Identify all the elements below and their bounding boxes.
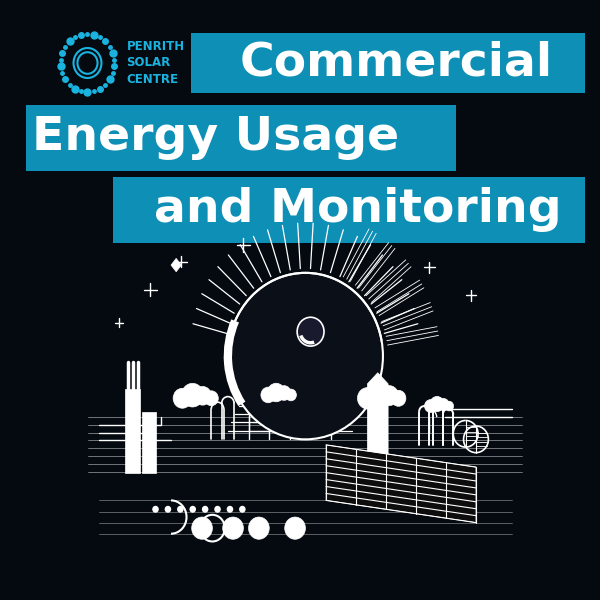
Circle shape [190,506,196,512]
FancyBboxPatch shape [26,105,456,171]
Circle shape [153,506,158,512]
Polygon shape [125,389,140,473]
Circle shape [240,506,245,512]
FancyBboxPatch shape [191,33,585,93]
Circle shape [203,506,208,512]
Circle shape [430,397,444,412]
Circle shape [428,400,439,410]
Circle shape [367,382,390,407]
Text: SOLAR: SOLAR [127,56,171,70]
Text: Commercial: Commercial [239,40,552,85]
Circle shape [228,273,383,439]
Text: Energy Usage: Energy Usage [32,115,399,160]
Circle shape [391,390,406,406]
Circle shape [445,401,454,411]
Circle shape [166,506,170,512]
Polygon shape [367,373,388,467]
Circle shape [364,387,381,406]
Polygon shape [171,259,181,272]
Circle shape [268,383,285,402]
Circle shape [182,383,203,407]
Circle shape [425,400,436,412]
Circle shape [297,317,324,346]
Circle shape [223,517,244,539]
Circle shape [358,388,377,409]
Circle shape [178,506,183,512]
Circle shape [438,398,449,410]
Circle shape [261,387,275,403]
Circle shape [194,386,211,405]
Polygon shape [326,445,476,523]
Circle shape [215,506,220,512]
Circle shape [285,517,305,539]
Circle shape [205,391,218,406]
Text: and Monitoring: and Monitoring [154,187,562,232]
Polygon shape [142,412,155,473]
Circle shape [248,517,269,539]
Circle shape [277,386,291,400]
Text: PENRITH: PENRITH [127,40,185,53]
Circle shape [179,388,195,406]
Circle shape [265,387,278,401]
Circle shape [286,389,296,401]
Circle shape [227,506,233,512]
FancyBboxPatch shape [113,177,585,243]
Circle shape [191,517,212,539]
Circle shape [380,386,398,406]
Text: CENTRE: CENTRE [127,73,179,86]
Circle shape [173,388,191,408]
